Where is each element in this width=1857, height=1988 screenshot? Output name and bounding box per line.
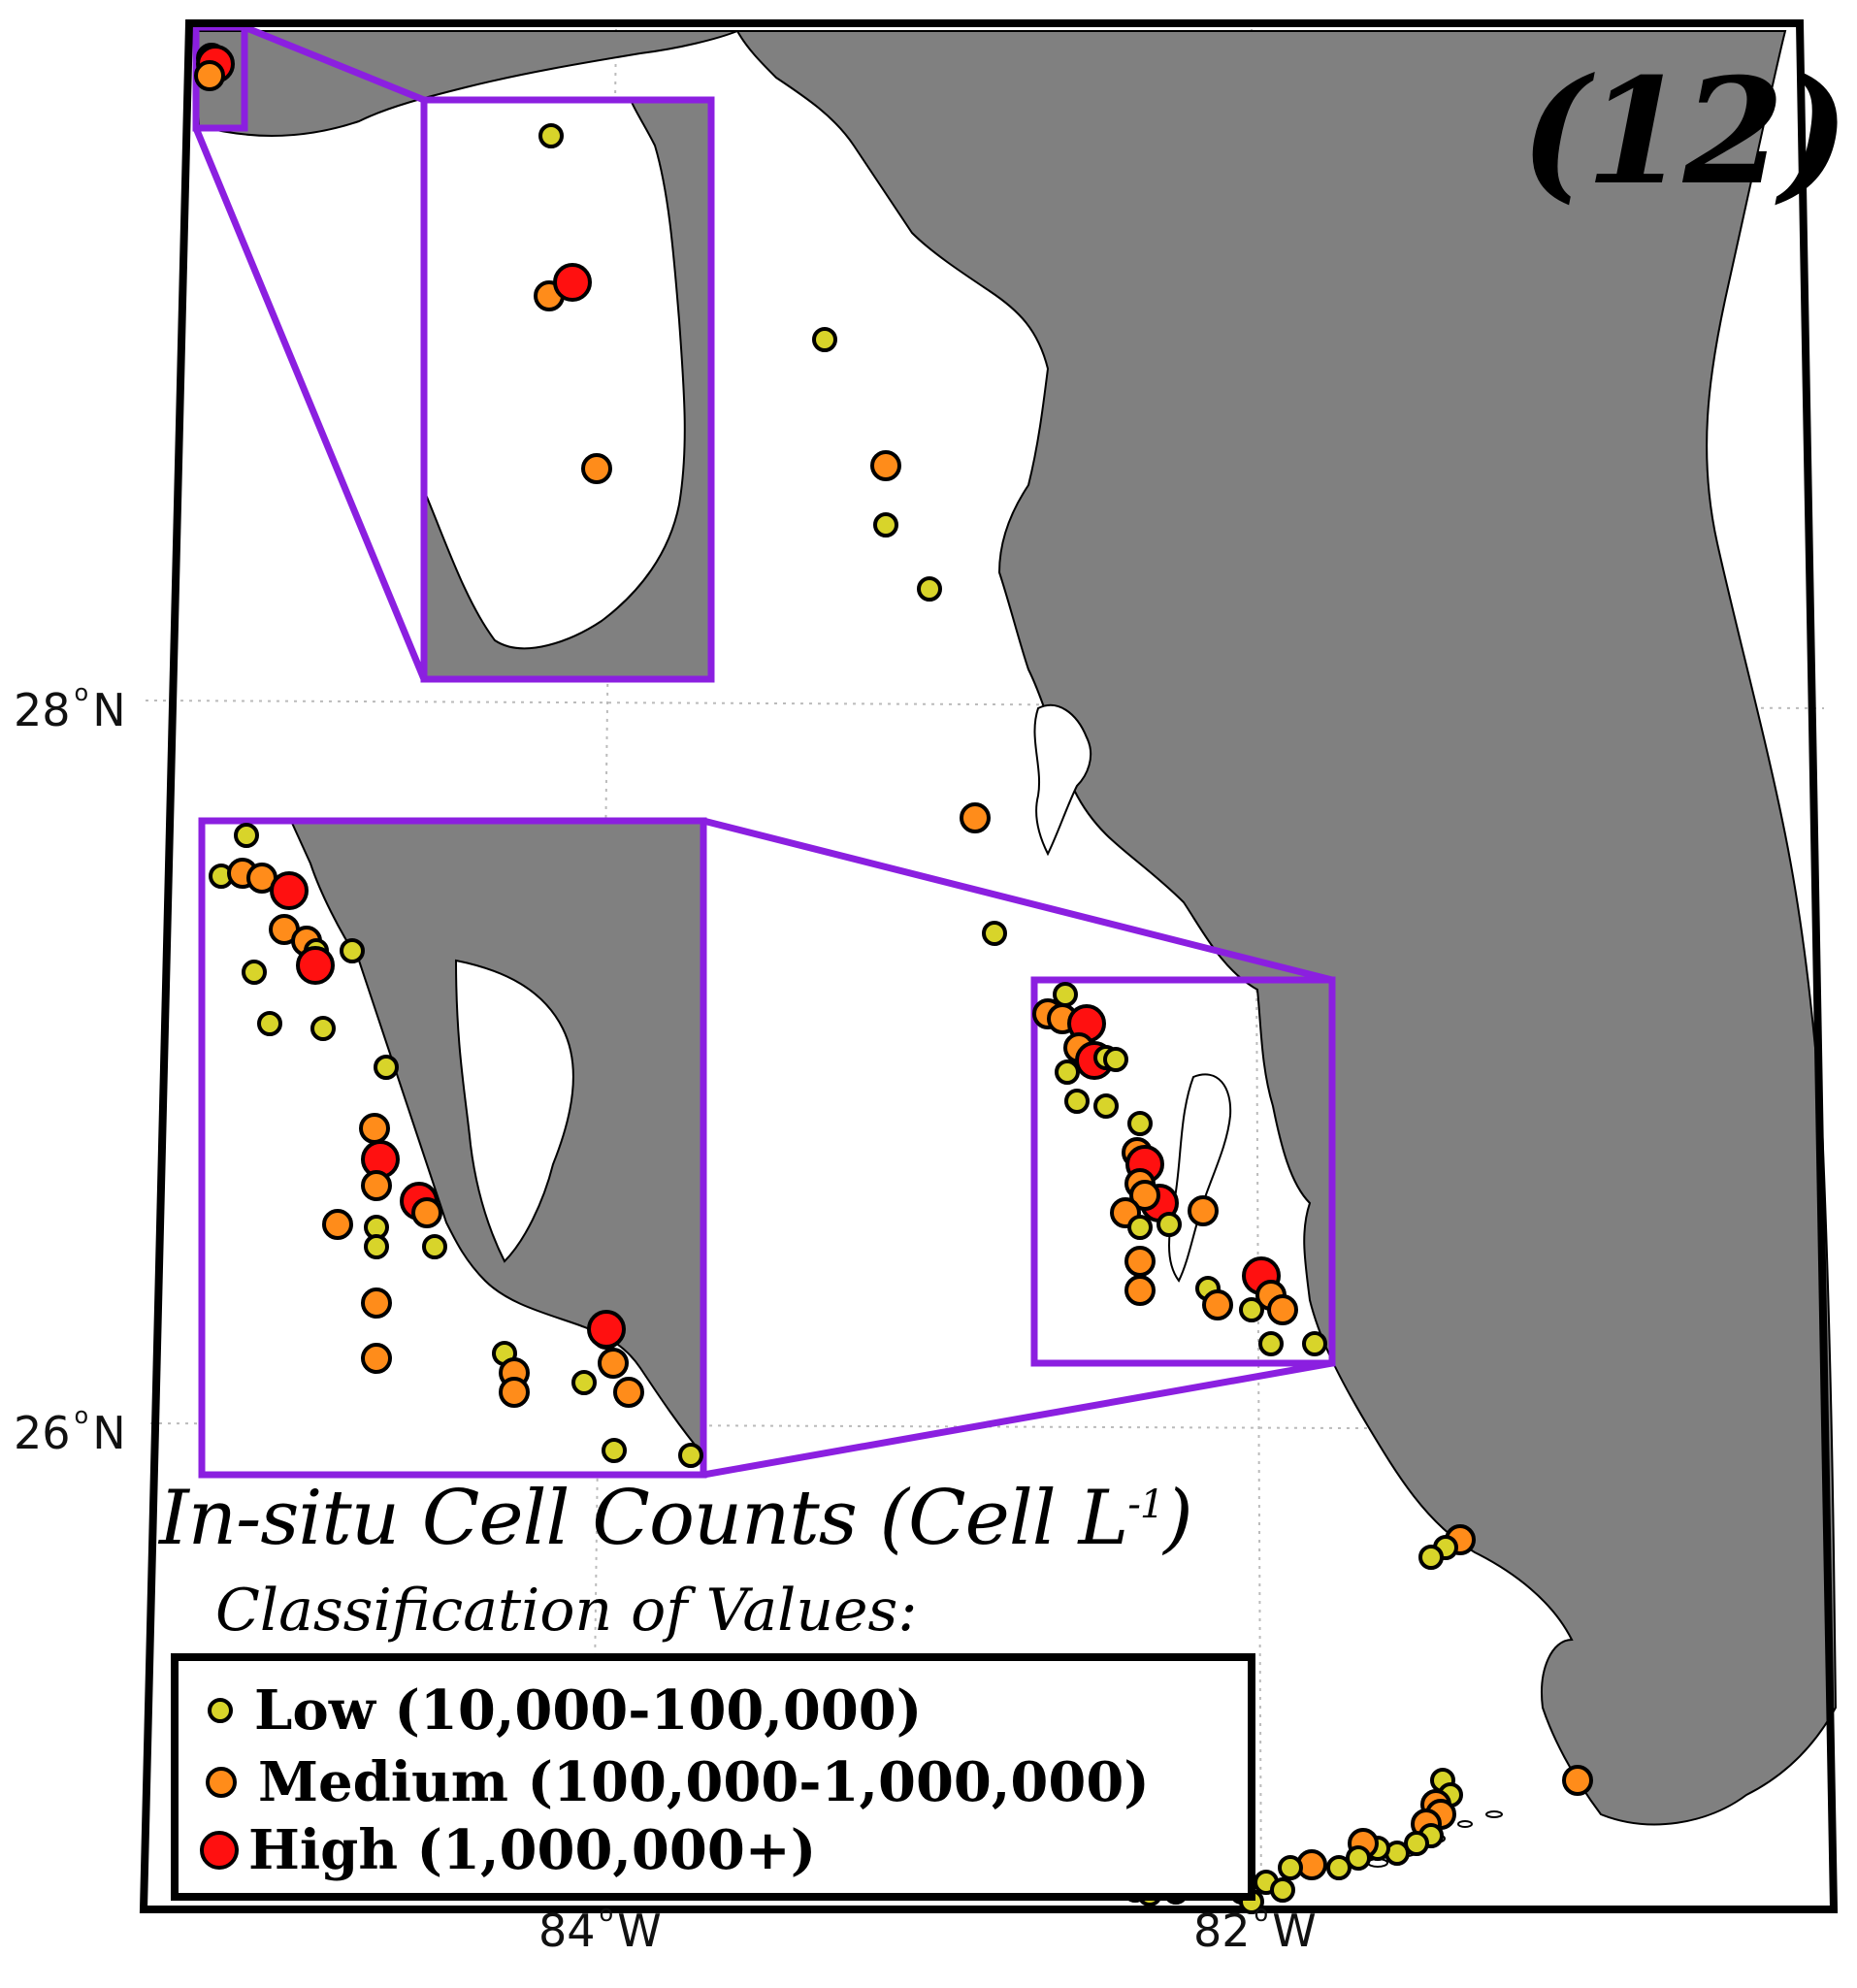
sample-point-medium [359,1113,390,1144]
tampa-bay [1033,703,1092,857]
sample-point-medium [499,1377,530,1408]
sample-point-low [242,960,267,985]
sample-point-low [1127,1111,1153,1136]
sample-point-low [1093,1093,1119,1119]
sample-point-low [1053,982,1078,1007]
sample-point-low [340,938,365,963]
sample-points [194,43,1593,1914]
sample-point-low [1239,1297,1264,1322]
lat-label-28n: 28 oN [14,679,126,736]
legend-title: In-situ Cell Counts (Cell L-1) [159,1475,1193,1562]
sample-point-medium [1562,1765,1593,1796]
sample-point-medium [1124,1246,1156,1277]
sample-point-medium [361,1343,392,1374]
charlotte-harbor [1168,1073,1232,1283]
sample-point-low [678,1443,703,1468]
sample-point-medium [1188,1195,1219,1226]
legend-entry-low: Low (10,000-100,000) [200,1677,922,1744]
sample-point-medium [960,802,991,833]
legend-subtitle: Classification of Values: [215,1577,918,1645]
sw-inset-source-box [1030,976,1336,1367]
sample-point-low [873,512,898,538]
legend-entry-medium: Medium (100,000-1,000,000) [200,1748,1150,1816]
medium-marker-icon [206,1767,237,1798]
low-marker-icon [208,1698,233,1723]
legend-entry-high: High (1,000,000+) [200,1816,816,1884]
sample-point-low [422,1234,447,1259]
sample-point-low [1326,1855,1352,1880]
sample-point-low [1055,1059,1080,1085]
sample-point-medium [1267,1294,1298,1325]
lat-label-26n: 26 oN [14,1402,126,1459]
map-frame [139,19,1839,1913]
sample-point-low [374,1055,399,1080]
legend-box: Low (10,000-100,000) Medium (100,000-1,0… [171,1653,1255,1901]
sample-point-low [1418,1545,1444,1570]
sample-point-medium [581,453,612,484]
sample-point-low [1302,1331,1327,1356]
nw-inset [192,23,715,683]
sample-point-medium [361,1170,392,1201]
sample-point-low [1064,1089,1090,1114]
sample-point-medium [411,1197,442,1228]
sample-point-high [587,1310,626,1349]
sample-point-low [1103,1047,1128,1072]
sample-point-low [982,921,1007,946]
sample-point-medium [1129,1180,1160,1211]
sample-point-low [1157,1212,1182,1237]
sample-point-low [538,123,564,148]
sample-point-high [296,946,335,985]
lon-label-82w: 82 oW [1193,1900,1317,1957]
sample-point-medium [598,1348,629,1379]
sample-point-medium [322,1209,353,1240]
sample-point-medium [1202,1289,1233,1320]
sample-point-low [1127,1215,1153,1240]
sample-point-high [553,263,592,302]
sw-inset [198,817,1333,1479]
lon-label-84w: 84 oW [538,1900,662,1957]
sample-point-low [1278,1855,1303,1880]
sample-point-low [364,1234,389,1259]
sample-point-low [310,1016,336,1041]
sample-point-low [1404,1831,1429,1856]
sample-point-low [1270,1877,1295,1903]
sample-point-medium [1124,1275,1156,1306]
sample-point-medium [870,450,901,481]
sample-point-low [234,823,259,848]
sample-point-low [257,1011,282,1036]
sample-point-low [812,327,837,352]
sample-point-low [1346,1845,1371,1871]
panel-number: (12) [1520,47,1849,217]
sample-point-low [571,1370,597,1395]
sample-point-low [1258,1331,1284,1356]
sample-point-low [602,1438,627,1463]
sample-point-medium [194,60,225,91]
sample-point-medium [613,1377,644,1408]
high-marker-icon [200,1831,239,1870]
big-bend-land [192,30,738,138]
sample-point-medium [361,1287,392,1319]
sample-point-high [270,871,309,910]
sample-point-low [917,576,942,602]
